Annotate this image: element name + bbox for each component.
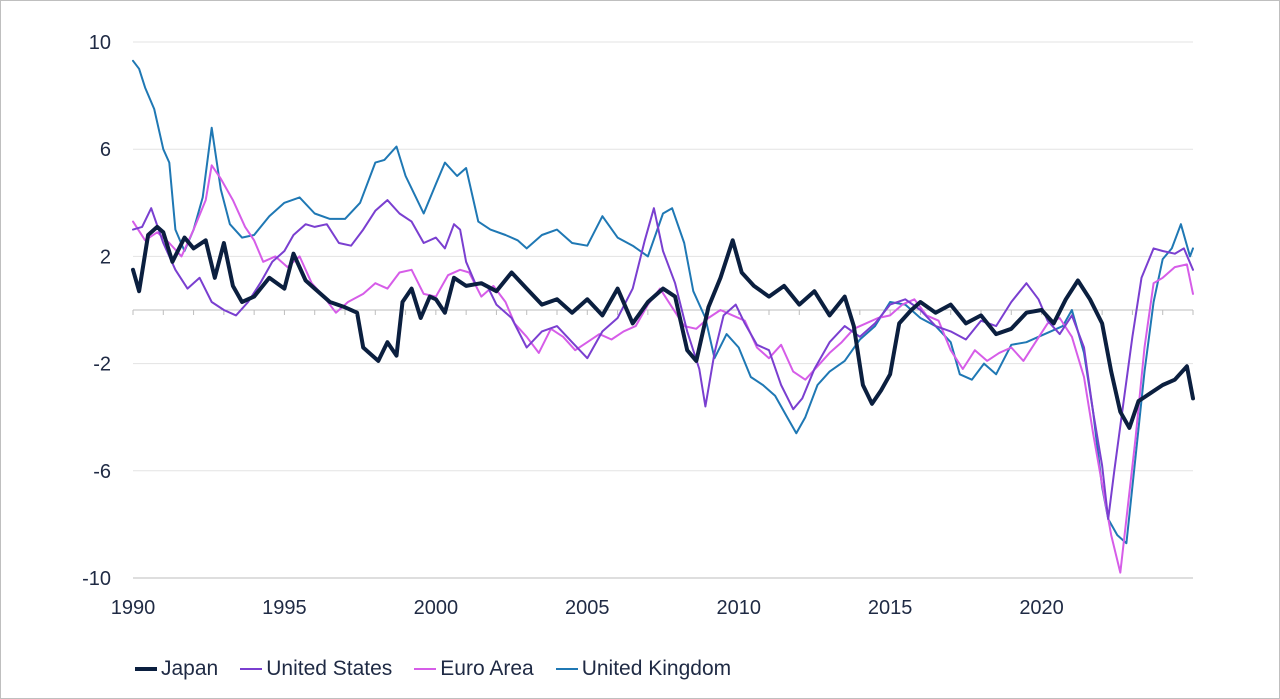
legend-swatch-japan [135,667,157,671]
series-line-japan [131,224,1195,430]
legend-swatch-united-states [240,668,263,670]
legend-swatch-united-kingdom [555,668,578,670]
legend: Japan United States Euro Area United Kin… [135,657,731,681]
x-tick-label: 2020 [1019,597,1064,619]
series-line-united-kingdom [132,59,1194,545]
legend-label-united-kingdom: United Kingdom [581,657,732,680]
x-tick-label: 2015 [868,597,913,619]
legend-item-euro-area: Euro Area [414,657,534,681]
y-tick-label: -10 [82,568,111,590]
legend-label-united-states: United States [266,657,393,680]
legend-label-japan: Japan [161,657,219,680]
x-tick-label: 1990 [111,597,156,619]
legend-label-euro-area: Euro Area [440,657,534,680]
legend-item-japan: Japan [135,657,218,681]
x-tick-label: 1995 [262,597,307,619]
x-tick-label: 2005 [565,597,610,619]
legend-item-united-states: United States [240,657,392,681]
series-line-euro-area [132,164,1194,574]
legend-swatch-euro-area [414,668,437,670]
x-tick-label: 2010 [716,597,761,619]
legend-item-united-kingdom: United Kingdom [555,657,732,681]
series-lines [131,59,1195,574]
series-line-united-states [132,199,1194,520]
y-tick-label: -2 [93,354,111,376]
y-tick-label: -6 [93,461,111,483]
y-tick-label: 10 [89,32,111,54]
y-tick-label: 6 [100,139,111,161]
x-tick-label: 2000 [414,597,459,619]
y-tick-label: 2 [100,246,111,268]
